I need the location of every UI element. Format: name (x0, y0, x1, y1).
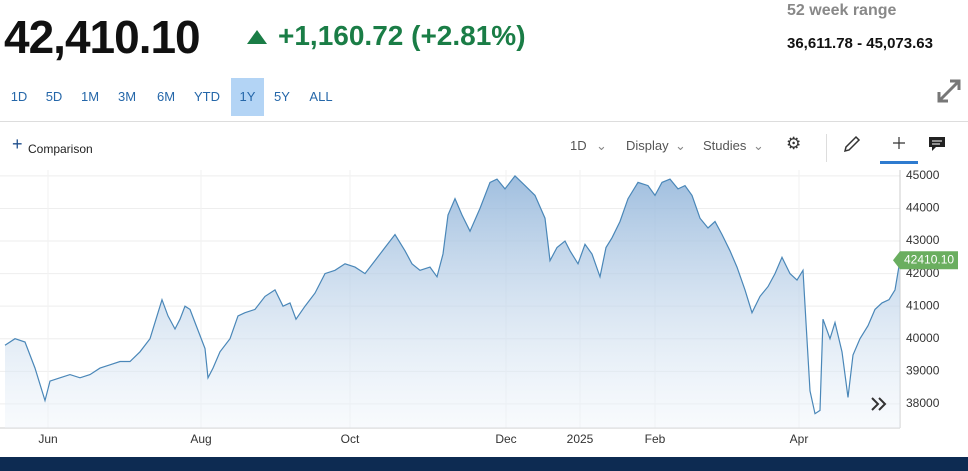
y-tick-label: 44000 (906, 201, 940, 215)
footer-bar (0, 457, 968, 471)
chevron: ⌄ (753, 138, 764, 153)
chevron: ⌄ (596, 138, 607, 153)
last-price-label: 42410.10 (904, 252, 954, 266)
gear-icon[interactable]: ⚙ (786, 134, 802, 153)
y-tick-label: 43000 (906, 233, 940, 247)
change: +1,160.72 (+2.81%) (278, 20, 526, 51)
chevron: ⌄ (675, 138, 686, 153)
x-tick-label: Apr (790, 432, 809, 446)
y-tick-label: 38000 (906, 396, 940, 410)
x-tick-label: Jun (38, 432, 57, 446)
crosshair-icon[interactable] (880, 132, 918, 164)
expand-icon[interactable] (936, 78, 962, 104)
display[interactable]: Display (626, 138, 669, 153)
plus-icon: + (12, 134, 23, 154)
divider (0, 121, 968, 122)
range-button[interactable]: 1Y (231, 78, 264, 116)
range-button[interactable]: ALL (309, 89, 333, 104)
range-button[interactable]: YTD (194, 89, 220, 104)
y-tick-label: 39000 (906, 363, 940, 377)
comment-icon[interactable] (928, 136, 946, 152)
range-button[interactable]: 3M (117, 89, 137, 104)
range-button[interactable]: 5Y (274, 89, 290, 104)
range-button[interactable]: 5D (45, 89, 63, 104)
up-arrow (247, 30, 267, 44)
area (5, 175, 900, 428)
price: 42,410.10 (4, 11, 201, 63)
studies[interactable]: Studies (703, 138, 747, 153)
x-tick-label: Feb (645, 432, 666, 446)
range-value: 36,611.78 - 45,073.63 (787, 35, 933, 52)
last-price-tag (893, 251, 958, 270)
comparison[interactable]: Comparison (28, 142, 93, 156)
range-button[interactable]: 1M (80, 89, 100, 104)
y-tick-label: 42000 (906, 266, 940, 280)
price-line (4, 175, 901, 415)
pencil-icon[interactable] (842, 134, 862, 154)
range-button[interactable]: 6M (156, 89, 176, 104)
x-tick-label: Oct (341, 432, 360, 446)
x-tick-label: Aug (190, 432, 211, 446)
separator (826, 134, 827, 162)
scroll-button[interactable] (864, 390, 894, 418)
interval[interactable]: 1D (570, 138, 587, 153)
y-tick-label: 41000 (906, 298, 940, 312)
range-label: 52 week range (787, 2, 897, 19)
x-tick-label: Dec (495, 432, 516, 446)
x-tick-label: 2025 (567, 432, 594, 446)
y-tick-label: 40000 (906, 331, 940, 345)
range-button[interactable]: 1D (10, 89, 28, 104)
y-tick-label: 45000 (906, 168, 940, 182)
